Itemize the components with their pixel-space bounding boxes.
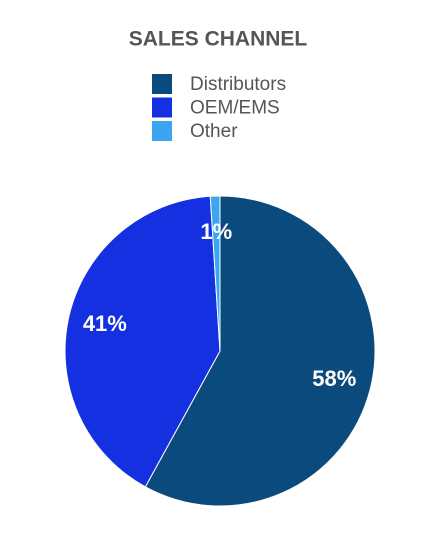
- pie-slice: [64, 195, 221, 488]
- legend-swatch: [152, 74, 172, 94]
- legend-label: OEM/EMS: [190, 98, 280, 119]
- chart-title: SALES CHANNEL: [129, 28, 308, 51]
- pie-slice: [144, 195, 376, 507]
- pie-slice: [209, 195, 221, 352]
- data-label: 58%: [312, 366, 356, 391]
- legend-swatch: [152, 97, 172, 118]
- data-label: 41%: [83, 311, 127, 336]
- legend-label: Other: [190, 121, 238, 142]
- legend-label: Distributors: [190, 74, 286, 95]
- legend-swatch: [152, 121, 172, 141]
- data-label: 1%: [200, 219, 232, 244]
